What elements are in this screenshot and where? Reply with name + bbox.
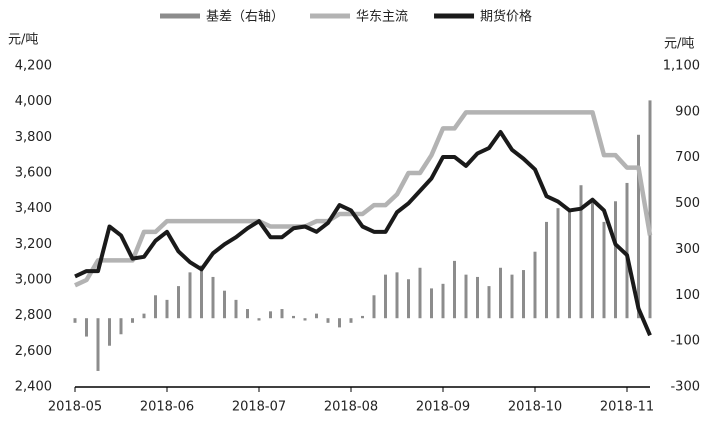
basis-bar — [338, 318, 341, 328]
basis-bar — [648, 100, 652, 319]
y2-tick-label: -300 — [670, 380, 700, 395]
basis-bar — [361, 315, 364, 319]
basis-bar — [499, 267, 502, 319]
y-tick-label: 4,000 — [15, 94, 52, 109]
basis-bar — [257, 318, 261, 321]
basis-bar — [154, 295, 157, 319]
basis-bar — [85, 318, 88, 337]
basis-bar — [384, 274, 387, 319]
y-tick-label: 3,200 — [15, 237, 52, 252]
y-tick-label: 3,800 — [15, 130, 52, 145]
y2-axis-unit: 元/吨 — [664, 37, 694, 52]
basis-bar — [372, 295, 376, 319]
basis-bar — [476, 276, 479, 319]
x-tick-label: 2018-08 — [324, 400, 378, 415]
basis-bar — [556, 208, 560, 319]
y-tick-label: 3,400 — [15, 201, 52, 216]
basis-bar — [211, 276, 215, 319]
basis-bar — [407, 279, 410, 319]
basis-bar — [223, 290, 226, 319]
x-tick-label: 2018-09 — [416, 400, 470, 415]
basis-bar — [453, 260, 456, 319]
basis-bar — [131, 318, 134, 323]
basis-bar — [568, 210, 571, 319]
basis-bar — [545, 221, 548, 319]
basis-bar — [234, 299, 238, 319]
legend-label: 基差（右轴） — [206, 10, 284, 25]
basis-bar — [418, 267, 422, 319]
y-tick-label: 4,200 — [15, 59, 52, 74]
y-tick-label: 2,800 — [15, 308, 52, 323]
x-tick-label: 2018-07 — [232, 400, 286, 415]
basis-bar — [395, 272, 399, 319]
price-line — [74, 110, 653, 288]
legend-label: 华东主流 — [356, 10, 408, 25]
basis-bar — [292, 315, 295, 319]
basis-bar — [188, 272, 192, 319]
basis-bar — [510, 274, 514, 319]
basis-bar — [280, 309, 284, 319]
basis-bar — [349, 318, 353, 323]
basis-bar — [315, 313, 318, 319]
y-tick-label: 2,600 — [15, 344, 52, 359]
x-tick-label: 2018-06 — [140, 400, 194, 415]
basis-bar — [614, 201, 617, 319]
basis-bar — [73, 318, 77, 323]
basis-bar — [96, 318, 100, 371]
basis-bar — [637, 134, 640, 319]
basis-bar — [303, 318, 307, 321]
y2-tick-label: 1,100 — [663, 59, 700, 74]
basis-bar — [464, 274, 468, 319]
x-tick-label: 2018-05 — [48, 400, 102, 415]
y2-tick-label: 100 — [675, 288, 700, 303]
y-axis-unit: 元/吨 — [8, 33, 38, 48]
basis-bar — [430, 288, 433, 319]
x-tick-label: 2018-10 — [508, 400, 562, 415]
y2-tick-label: 700 — [675, 150, 700, 165]
basis-bar — [142, 313, 146, 319]
basis-bar — [108, 318, 111, 346]
y2-tick-label: 500 — [675, 196, 700, 211]
y2-tick-label: 300 — [675, 242, 700, 257]
basis-bar — [119, 318, 123, 335]
basis-bar — [591, 198, 594, 319]
basis-bar — [625, 182, 629, 319]
basis-bar — [246, 309, 249, 319]
basis-bar — [326, 318, 330, 323]
y2-tick-label: -100 — [670, 334, 700, 349]
y-tick-label: 2,400 — [15, 380, 52, 395]
y-tick-label: 3,000 — [15, 273, 52, 288]
price-line — [74, 129, 652, 337]
x-tick-label: 2018-11 — [600, 400, 654, 415]
basis-bar — [579, 185, 583, 319]
basis-bar — [522, 270, 525, 319]
y-tick-label: 3,600 — [15, 166, 52, 181]
basis-bar — [165, 299, 169, 319]
legend-label: 期货价格 — [480, 9, 532, 25]
basis-bar — [441, 283, 445, 319]
basis-bar — [602, 221, 606, 319]
y2-tick-label: 900 — [675, 104, 700, 119]
basis-bar — [200, 265, 203, 319]
basis-bar — [533, 251, 537, 319]
basis-bar — [487, 286, 491, 319]
basis-bar — [269, 311, 272, 319]
basis-bar — [177, 286, 180, 319]
